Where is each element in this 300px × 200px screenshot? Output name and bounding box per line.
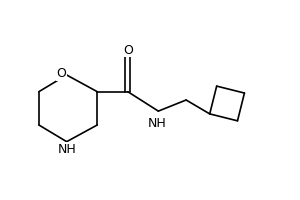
Text: NH: NH [148,117,166,130]
Text: O: O [123,44,133,56]
Text: NH: NH [57,143,76,156]
Text: O: O [57,67,67,80]
